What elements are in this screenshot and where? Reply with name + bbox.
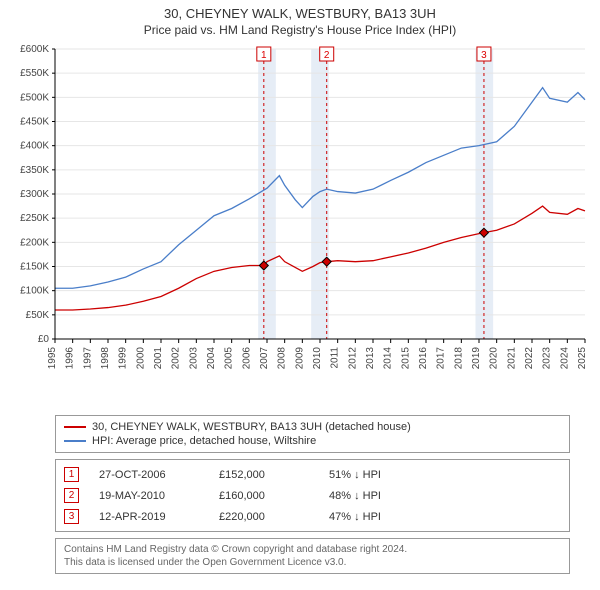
x-tick-label: 1999: [118, 347, 129, 370]
footer-line2: This data is licensed under the Open Gov…: [64, 556, 561, 569]
event-date: 27-OCT-2006: [99, 469, 199, 481]
legend-row: HPI: Average price, detached house, Wilt…: [64, 434, 561, 448]
x-tick-label: 2024: [559, 347, 570, 370]
x-tick-label: 2001: [153, 347, 164, 370]
legend-row: 30, CHEYNEY WALK, WESTBURY, BA13 3UH (de…: [64, 420, 561, 434]
x-tick-label: 2022: [524, 347, 535, 370]
x-tick-label: 2013: [365, 347, 376, 370]
x-tick-label: 2002: [171, 347, 182, 370]
legend-box: 30, CHEYNEY WALK, WESTBURY, BA13 3UH (de…: [55, 415, 570, 453]
x-tick-label: 2025: [577, 347, 588, 370]
x-tick-label: 2012: [347, 347, 358, 370]
y-tick-label: £450K: [20, 117, 49, 128]
y-tick-label: £600K: [20, 44, 49, 55]
title-subtitle: Price paid vs. HM Land Registry's House …: [10, 23, 590, 37]
x-tick-label: 2015: [400, 347, 411, 370]
legend-label: 30, CHEYNEY WALK, WESTBURY, BA13 3UH (de…: [92, 421, 411, 433]
event-row: 3 12-APR-2019 £220,000 47% ↓ HPI: [64, 506, 561, 527]
y-tick-label: £300K: [20, 189, 49, 200]
x-tick-label: 2009: [294, 347, 305, 370]
x-tick-label: 1997: [82, 347, 93, 370]
event-price: £220,000: [219, 511, 309, 523]
x-tick-label: 2023: [542, 347, 553, 370]
legend-label: HPI: Average price, detached house, Wilt…: [92, 435, 316, 447]
x-tick-label: 2008: [277, 347, 288, 370]
event-note: 47% ↓ HPI: [329, 511, 381, 523]
event-number-box: 3: [64, 509, 79, 524]
event-row: 2 19-MAY-2010 £160,000 48% ↓ HPI: [64, 485, 561, 506]
event-price: £160,000: [219, 490, 309, 502]
y-tick-label: £0: [38, 334, 50, 345]
plot-area: £0 £50K £100K £150K £200K £250K £300K £350K £400…: [0, 39, 600, 409]
x-tick-label: 2010: [312, 347, 323, 370]
y-tick-label: £50K: [26, 310, 50, 321]
x-tick-label: 1995: [47, 347, 58, 370]
y-tick-label: £550K: [20, 68, 49, 79]
y-tick-label: £100K: [20, 286, 49, 297]
y-tick-label: £150K: [20, 262, 49, 273]
x-tick-label: 2011: [330, 347, 341, 369]
x-tick-label: 2017: [436, 347, 447, 370]
x-tick-label: 1996: [65, 347, 76, 370]
event-number-box: 2: [64, 488, 79, 503]
event-marker-number: 3: [481, 50, 487, 61]
event-note: 48% ↓ HPI: [329, 490, 381, 502]
event-marker-number: 2: [324, 50, 330, 61]
event-marker-number: 1: [261, 50, 267, 61]
footer-box: Contains HM Land Registry data © Crown c…: [55, 538, 570, 574]
x-tick-label: 2000: [135, 347, 146, 370]
legend-swatch: [64, 440, 86, 442]
x-tick-label: 2006: [241, 347, 252, 370]
x-tick-label: 2016: [418, 347, 429, 370]
x-tick-label: 2019: [471, 347, 482, 370]
plot-svg: £0 £50K £100K £150K £200K £250K £300K £350K £400…: [0, 39, 600, 409]
x-tick-label: 1998: [100, 347, 111, 370]
y-tick-label: £350K: [20, 165, 49, 176]
legend-swatch: [64, 426, 86, 428]
x-tick-label: 2004: [206, 347, 217, 370]
y-tick-label: £250K: [20, 213, 49, 224]
y-tick-label: £400K: [20, 141, 49, 152]
x-tick-label: 2021: [506, 347, 517, 370]
event-date: 12-APR-2019: [99, 511, 199, 523]
y-tick-label: £200K: [20, 237, 49, 248]
event-table: 1 27-OCT-2006 £152,000 51% ↓ HPI 2 19-MAY-201…: [55, 459, 570, 532]
event-note: 51% ↓ HPI: [329, 469, 381, 481]
y-tick-label: £500K: [20, 92, 49, 103]
event-date: 19-MAY-2010: [99, 490, 199, 502]
x-tick-label: 2007: [259, 347, 270, 370]
x-tick-label: 2003: [188, 347, 199, 370]
x-tick-label: 2014: [383, 347, 394, 370]
x-tick-label: 2018: [453, 347, 464, 370]
x-tick-label: 2005: [224, 347, 235, 370]
event-number-box: 1: [64, 467, 79, 482]
x-tick-label: 2020: [489, 347, 500, 370]
title-address: 30, CHEYNEY WALK, WESTBURY, BA13 3UH: [10, 6, 590, 21]
event-row: 1 27-OCT-2006 £152,000 51% ↓ HPI: [64, 464, 561, 485]
event-price: £152,000: [219, 469, 309, 481]
footer-line1: Contains HM Land Registry data © Crown c…: [64, 543, 561, 556]
title-block: 30, CHEYNEY WALK, WESTBURY, BA13 3UH Pri…: [0, 0, 600, 39]
chart-container: 30, CHEYNEY WALK, WESTBURY, BA13 3UH Pri…: [0, 0, 600, 574]
